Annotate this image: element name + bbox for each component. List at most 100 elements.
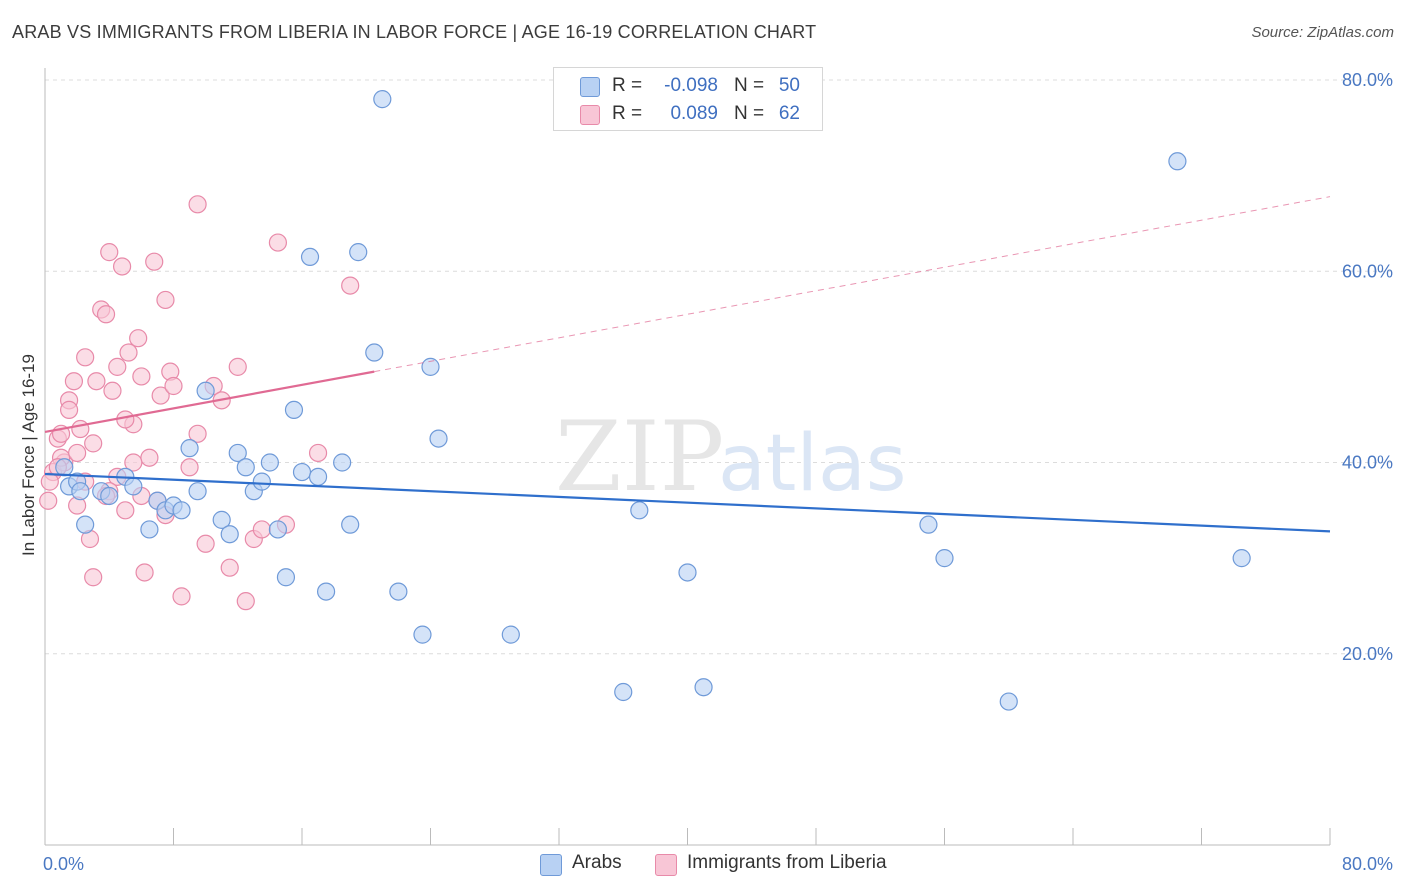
liberia-point (76, 348, 95, 367)
axes (44, 68, 1331, 846)
arabs-point (172, 501, 191, 520)
arabs-point (308, 467, 328, 486)
liberia-point (145, 252, 164, 271)
liberia-point (87, 372, 106, 391)
liberia-point (71, 419, 90, 439)
legend-row-liberia: R = 0.089 N = 62 (554, 100, 822, 128)
liberia-point (341, 276, 360, 295)
liberia-point (129, 329, 148, 348)
liberia-point (140, 448, 159, 467)
legend-n-value: 50 (778, 75, 800, 96)
arabs-point (188, 482, 207, 501)
arabs-point (292, 462, 312, 482)
liberia-point (103, 381, 122, 400)
arabs-point (413, 625, 432, 644)
arabs-point (76, 515, 95, 534)
legend-r-label: R = (612, 75, 643, 96)
arabs-point (919, 515, 938, 534)
liberia-point (252, 520, 271, 539)
x-tick-label: 0.0% (43, 854, 84, 874)
trend-lines (44, 196, 1331, 533)
liberia-point (220, 558, 239, 577)
arabs-point (614, 682, 633, 702)
arabs-swatch (580, 77, 600, 97)
arabs-point (140, 520, 159, 539)
liberia-point (96, 305, 116, 324)
arabs-point (212, 510, 231, 529)
liberia-point (119, 343, 138, 362)
arabs-trend-line (44, 472, 1331, 533)
liberia-point (180, 458, 199, 477)
y-tick-label: 60.0% (1342, 261, 1393, 281)
legend-row-arabs: R = -0.098 N = 50 (554, 72, 822, 100)
y-tick-label: 80.0% (1342, 70, 1393, 90)
liberia-point (196, 534, 215, 553)
liberia-point (108, 357, 127, 376)
arabs-point (365, 343, 384, 362)
liberia-point (132, 367, 151, 386)
arabs-point (316, 582, 336, 601)
liberia-point (156, 290, 175, 310)
arabs-point (999, 692, 1018, 711)
arabs-legend-label: Arabs (572, 852, 622, 873)
arabs-point (373, 90, 392, 109)
y-tick-label: 40.0% (1342, 453, 1393, 473)
arabs-point (300, 247, 320, 267)
y-axis-label: In Labor Force | Age 16-19 (19, 354, 38, 556)
arabs-point (252, 472, 271, 491)
arabs-point (935, 549, 954, 568)
arabs-point (501, 625, 520, 644)
legend-n-label: N = (734, 103, 765, 124)
liberia-point (84, 434, 103, 453)
arabs-point (349, 243, 368, 262)
liberia-point (64, 372, 84, 391)
arabs-point (678, 563, 697, 582)
arabs-point (421, 357, 440, 376)
arabs-point (180, 439, 199, 458)
series-legend: Arabs Immigrants from Liberia (0, 852, 1406, 878)
liberia-point (188, 195, 207, 214)
arabs-point (341, 515, 360, 534)
chart-title: ARAB VS IMMIGRANTS FROM LIBERIA IN LABOR… (12, 22, 817, 42)
liberia-point (172, 587, 191, 606)
watermark-zip: ZIP (555, 401, 724, 513)
stats-legend: R = -0.098 N = 50 R = 0.089 N = 62 (553, 67, 823, 131)
liberia-point (164, 376, 183, 396)
liberia-point (68, 443, 87, 463)
arabs-point (236, 458, 255, 477)
liberia-point (124, 453, 143, 472)
liberia-point (84, 568, 103, 587)
arabs-point (268, 520, 288, 539)
arabs-point (71, 482, 90, 501)
liberia-point (39, 491, 58, 510)
tick-labels: 20.0% 40.0% 60.0% 80.0% 0.0% 80.0% (43, 70, 1393, 874)
legend-n-value: 62 (778, 103, 800, 124)
liberia-point (308, 443, 328, 463)
arabs-point (1168, 152, 1187, 171)
source-label: Source: ZipAtlas.com (1251, 24, 1394, 41)
liberia-point (228, 357, 247, 376)
liberia-point (116, 501, 135, 520)
arabs-point (55, 458, 74, 477)
arabs-point (228, 443, 247, 463)
arabs-point (276, 568, 296, 587)
arabs-point (389, 582, 408, 601)
gridlines (45, 79, 1392, 655)
legend-r-value: 0.089 (670, 103, 718, 124)
liberia-point (268, 233, 288, 252)
y-tick-label: 20.0% (1342, 644, 1393, 664)
watermark-atlas: atlas (718, 419, 907, 509)
liberia-point (59, 400, 79, 420)
watermark: ZIP atlas (555, 401, 907, 513)
arabs-point (630, 501, 649, 520)
legend-n-label: N = (734, 75, 765, 96)
series-arabs (55, 90, 1251, 711)
liberia-point (236, 592, 255, 611)
liberia-swatch (580, 105, 600, 125)
liberia-legend-label: Immigrants from Liberia (687, 852, 887, 873)
arabs-legend-swatch (540, 854, 562, 876)
arabs-point (694, 678, 713, 697)
arabs-point (1232, 549, 1251, 568)
legend-r-value: -0.098 (664, 75, 718, 96)
